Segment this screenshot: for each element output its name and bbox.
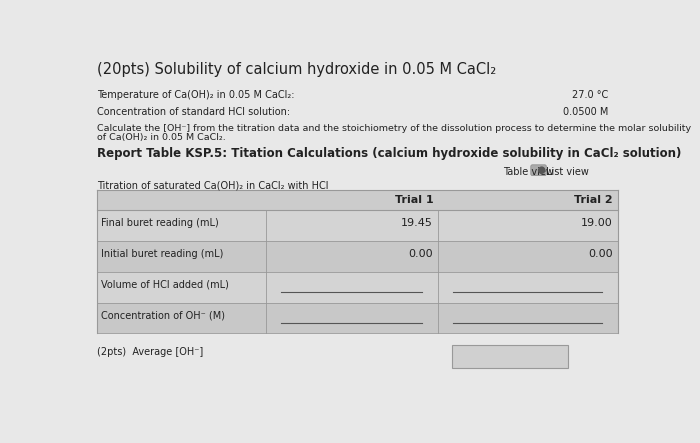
FancyBboxPatch shape [452,345,568,368]
Text: Initial buret reading (mL): Initial buret reading (mL) [102,249,224,259]
Text: Trial 1: Trial 1 [395,195,433,205]
Text: 19.00: 19.00 [581,218,613,228]
Text: Table view: Table view [503,167,554,177]
FancyBboxPatch shape [97,272,617,303]
Text: Volume of HCl added (mL): Volume of HCl added (mL) [102,280,230,290]
FancyBboxPatch shape [97,210,617,241]
Text: 19.45: 19.45 [401,218,433,228]
Text: Calculate the [OH⁻] from the titration data and the stoichiometry of the dissolu: Calculate the [OH⁻] from the titration d… [97,124,691,133]
Text: (20pts) Solubility of calcium hydroxide in 0.05 M CaCl₂: (20pts) Solubility of calcium hydroxide … [97,62,496,78]
Text: Temperature of Ca(OH)₂ in 0.05 M CaCl₂:: Temperature of Ca(OH)₂ in 0.05 M CaCl₂: [97,90,294,100]
FancyBboxPatch shape [531,165,546,175]
Text: Report Table KSP.5: Titation Calculations (calcium hydroxide solubility in CaCl₂: Report Table KSP.5: Titation Calculation… [97,147,681,160]
FancyBboxPatch shape [97,241,617,272]
Text: 0.00: 0.00 [409,249,433,259]
Text: Final buret reading (mL): Final buret reading (mL) [102,218,219,228]
FancyBboxPatch shape [97,303,617,334]
FancyBboxPatch shape [97,190,617,210]
Text: Titration of saturated Ca(OH)₂ in CaCl₂ with HCl: Titration of saturated Ca(OH)₂ in CaCl₂ … [97,181,328,191]
Circle shape [538,167,545,173]
Text: 0.0500 M: 0.0500 M [563,107,608,117]
Text: (2pts)  Average [OH⁻]: (2pts) Average [OH⁻] [97,347,203,358]
Text: of Ca(OH)₂ in 0.05 M CaCl₂.: of Ca(OH)₂ in 0.05 M CaCl₂. [97,133,225,142]
Text: Concentration of OH⁻ (M): Concentration of OH⁻ (M) [102,311,225,320]
Text: Concentration of standard HCl solution:: Concentration of standard HCl solution: [97,107,290,117]
Text: Trial 2: Trial 2 [574,195,613,205]
Text: List view: List view [546,167,589,177]
Text: 0.00: 0.00 [588,249,613,259]
Text: 27.0 °C: 27.0 °C [572,90,608,100]
